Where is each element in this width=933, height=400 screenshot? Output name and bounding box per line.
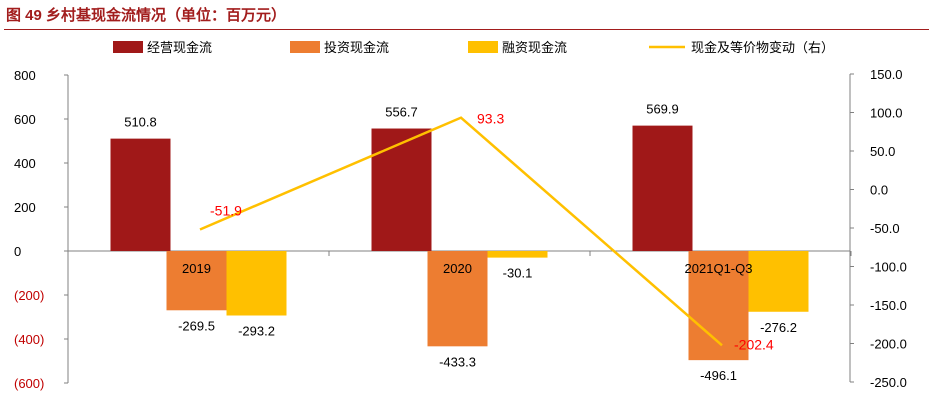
bar-operating xyxy=(632,125,693,251)
right-tick-label: -250.0 xyxy=(870,375,907,390)
right-tick-label: -150.0 xyxy=(870,298,907,313)
line-data-label: -51.9 xyxy=(210,202,242,218)
right-tick-label: -100.0 xyxy=(870,260,907,275)
legend-investing-swatch xyxy=(290,41,320,53)
left-tick-label: 600 xyxy=(14,112,36,127)
legend-operating-label: 经营现金流 xyxy=(147,40,212,55)
data-label: -269.5 xyxy=(178,318,215,333)
data-label: -433.3 xyxy=(439,354,476,369)
line-data-label: -202.4 xyxy=(734,336,774,352)
right-tick-label: -50.0 xyxy=(870,221,900,236)
left-tick-label: 0 xyxy=(14,244,21,259)
data-label: -293.2 xyxy=(238,324,275,339)
bar-financing xyxy=(487,251,548,258)
right-tick-label: 0.0 xyxy=(870,183,888,198)
legend-operating-swatch xyxy=(113,41,143,53)
left-tick-label: 200 xyxy=(14,200,36,215)
figure-title: 图 49 乡村基现金流情况（单位：百万元） xyxy=(6,7,287,24)
right-tick-label: -200.0 xyxy=(870,337,907,352)
line-data-label: 93.3 xyxy=(477,111,504,127)
bar-financing xyxy=(226,251,287,316)
legend-net-change-label: 现金及等价物变动（右） xyxy=(691,40,834,55)
data-label: -276.2 xyxy=(760,320,797,335)
data-label: -496.1 xyxy=(700,368,737,383)
legend-investing-label: 投资现金流 xyxy=(324,40,389,55)
left-tick-label: (400) xyxy=(14,332,44,347)
bar-operating xyxy=(110,138,171,251)
bar-financing xyxy=(748,251,809,312)
bar-operating xyxy=(371,128,432,251)
bar-investing xyxy=(166,251,227,311)
data-label: -30.1 xyxy=(503,266,533,281)
title-rule xyxy=(4,29,929,30)
right-tick-label: 50.0 xyxy=(870,144,895,159)
bar-investing xyxy=(427,251,488,347)
left-tick-label: 800 xyxy=(14,68,36,83)
left-tick-label: (200) xyxy=(14,288,44,303)
right-tick-label: 100.0 xyxy=(870,106,903,121)
right-tick-label: 150.0 xyxy=(870,67,903,82)
legend-financing-label: 融资现金流 xyxy=(502,40,567,55)
category-label: 2019 xyxy=(182,261,211,276)
line-net-change xyxy=(199,116,723,347)
data-label: 569.9 xyxy=(646,102,679,117)
data-label: 510.8 xyxy=(124,115,157,130)
data-label: 556.7 xyxy=(385,105,418,120)
category-label: 2021Q1-Q3 xyxy=(685,261,753,276)
legend-financing-swatch xyxy=(468,41,498,53)
category-label: 2020 xyxy=(443,261,472,276)
left-tick-label: (600) xyxy=(14,376,44,391)
left-tick-label: 400 xyxy=(14,156,36,171)
